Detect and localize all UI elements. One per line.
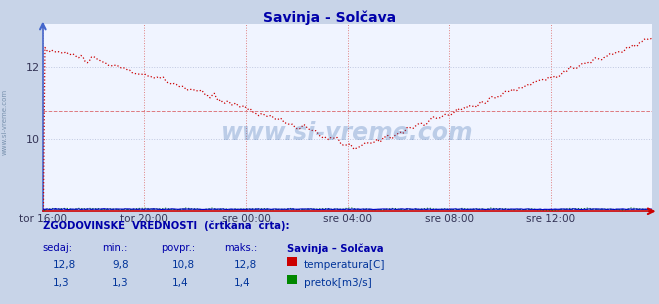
Text: 1,4: 1,4 — [234, 278, 250, 288]
Text: www.si-vreme.com: www.si-vreme.com — [221, 121, 474, 145]
Text: temperatura[C]: temperatura[C] — [304, 260, 386, 270]
Text: pretok[m3/s]: pretok[m3/s] — [304, 278, 372, 288]
Text: povpr.:: povpr.: — [161, 243, 196, 253]
Text: 10,8: 10,8 — [171, 260, 194, 270]
Text: sedaj:: sedaj: — [43, 243, 73, 253]
Text: 1,4: 1,4 — [171, 278, 188, 288]
Text: 1,3: 1,3 — [53, 278, 69, 288]
Text: min.:: min.: — [102, 243, 128, 253]
Text: 1,3: 1,3 — [112, 278, 129, 288]
Text: 9,8: 9,8 — [112, 260, 129, 270]
Text: Savinja - Solčava: Savinja - Solčava — [263, 11, 396, 25]
Text: 12,8: 12,8 — [234, 260, 257, 270]
Text: 12,8: 12,8 — [53, 260, 76, 270]
Text: ZGODOVINSKE  VREDNOSTI  (črtkana  črta):: ZGODOVINSKE VREDNOSTI (črtkana črta): — [43, 220, 289, 231]
Text: maks.:: maks.: — [224, 243, 257, 253]
Text: Savinja – Solčava: Savinja – Solčava — [287, 243, 384, 254]
Text: www.si-vreme.com: www.si-vreme.com — [2, 88, 8, 155]
